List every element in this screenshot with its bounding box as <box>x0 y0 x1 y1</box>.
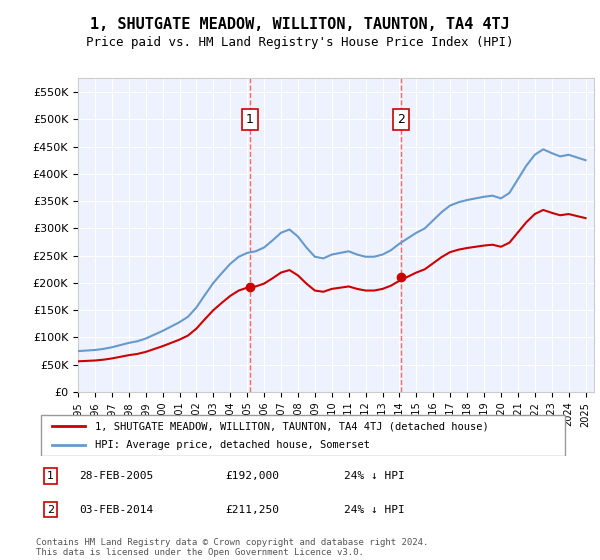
Text: £192,000: £192,000 <box>225 471 279 481</box>
Text: 1: 1 <box>246 113 254 126</box>
Text: 2: 2 <box>47 505 54 515</box>
Text: 28-FEB-2005: 28-FEB-2005 <box>79 471 154 481</box>
Text: 1, SHUTGATE MEADOW, WILLITON, TAUNTON, TA4 4TJ (detached house): 1, SHUTGATE MEADOW, WILLITON, TAUNTON, T… <box>95 421 489 431</box>
Text: 24% ↓ HPI: 24% ↓ HPI <box>344 471 404 481</box>
Text: HPI: Average price, detached house, Somerset: HPI: Average price, detached house, Some… <box>95 440 370 450</box>
Text: Price paid vs. HM Land Registry's House Price Index (HPI): Price paid vs. HM Land Registry's House … <box>86 36 514 49</box>
Text: £211,250: £211,250 <box>225 505 279 515</box>
Text: 24% ↓ HPI: 24% ↓ HPI <box>344 505 404 515</box>
Text: 1, SHUTGATE MEADOW, WILLITON, TAUNTON, TA4 4TJ: 1, SHUTGATE MEADOW, WILLITON, TAUNTON, T… <box>90 17 510 32</box>
Text: Contains HM Land Registry data © Crown copyright and database right 2024.
This d: Contains HM Land Registry data © Crown c… <box>36 538 428 557</box>
Text: 03-FEB-2014: 03-FEB-2014 <box>79 505 154 515</box>
FancyBboxPatch shape <box>41 416 565 456</box>
Text: 1: 1 <box>47 471 54 481</box>
Text: 2: 2 <box>397 113 405 126</box>
